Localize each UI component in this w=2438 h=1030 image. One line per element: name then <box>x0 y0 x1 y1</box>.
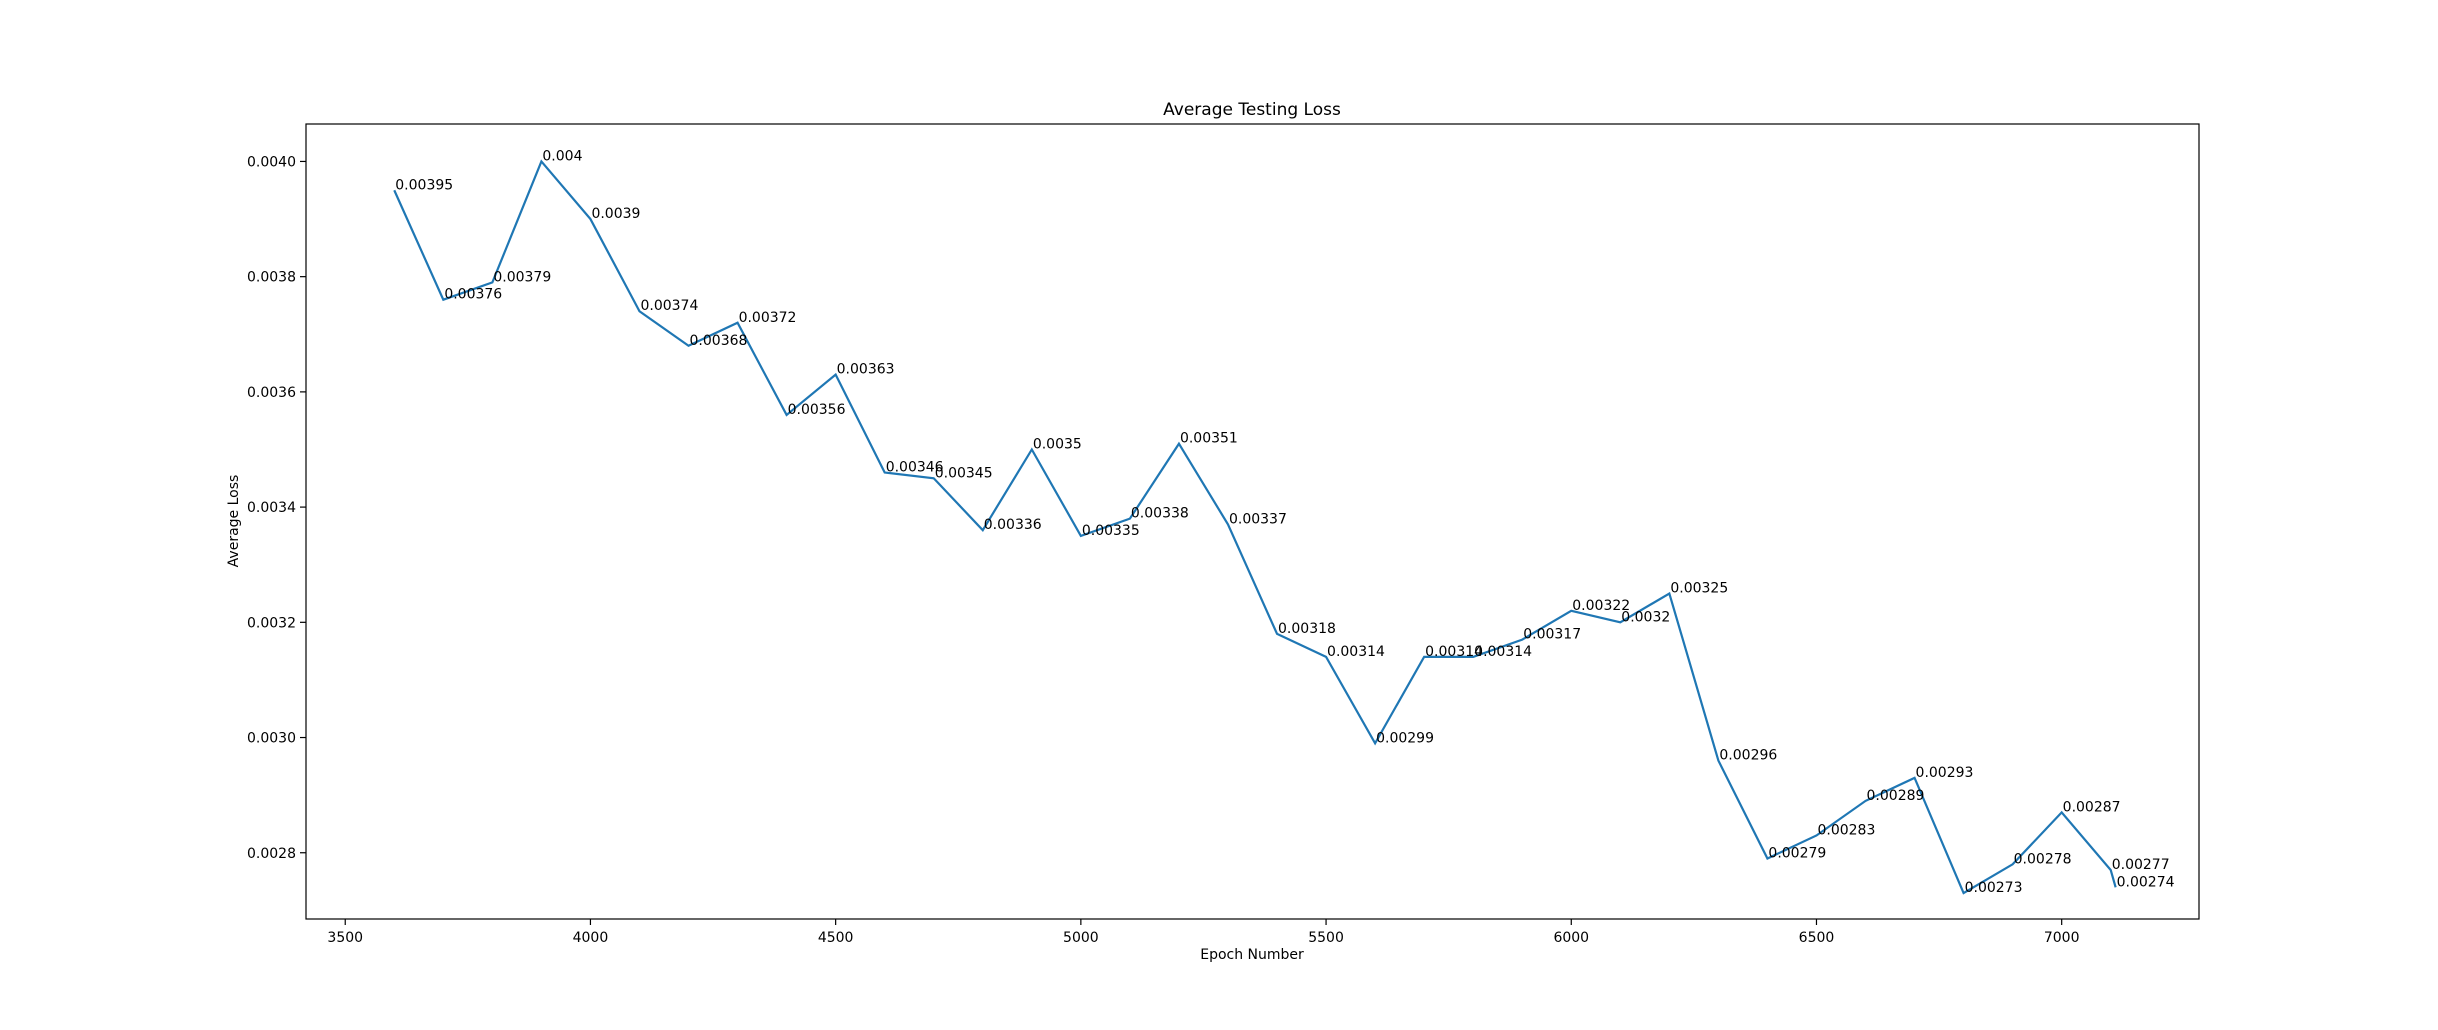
data-label: 0.00287 <box>2063 799 2121 815</box>
data-label: 0.004 <box>542 148 582 164</box>
x-tick-label: 4000 <box>573 930 609 946</box>
data-label: 0.00289 <box>1867 788 1925 804</box>
x-tick-label: 4500 <box>818 930 854 946</box>
x-tick-label: 6500 <box>1799 930 1835 946</box>
data-label: 0.00296 <box>1719 748 1777 764</box>
data-label: 0.00283 <box>1817 822 1875 838</box>
data-label: 0.0039 <box>591 206 640 222</box>
y-tick-label: 0.0028 <box>247 846 296 862</box>
x-tick-label: 3500 <box>327 930 363 946</box>
data-label: 0.00345 <box>935 465 993 481</box>
data-label: 0.00279 <box>1768 846 1826 862</box>
data-label: 0.00317 <box>1523 627 1581 643</box>
data-label: 0.0035 <box>1033 436 1082 452</box>
data-label: 0.00372 <box>739 310 797 326</box>
data-label: 0.00363 <box>837 362 895 378</box>
x-axis: 3500 4000 4500 5000 5500 6000 6500 7000 <box>327 919 2080 946</box>
data-label: 0.00351 <box>1180 431 1238 447</box>
data-label: 0.00337 <box>1229 511 1287 527</box>
data-label: 0.00322 <box>1572 598 1630 614</box>
data-label: 0.00318 <box>1278 621 1336 637</box>
data-label: 0.00314 <box>1474 644 1532 660</box>
x-tick-label: 7000 <box>2044 930 2080 946</box>
y-tick-label: 0.0040 <box>247 154 296 170</box>
data-label: 0.00335 <box>1082 523 1140 539</box>
data-label: 0.00368 <box>690 333 748 349</box>
y-tick-label: 0.0030 <box>247 731 296 747</box>
x-tick-label: 6000 <box>1553 930 1589 946</box>
data-label: 0.00293 <box>1916 765 1974 781</box>
data-label: 0.00314 <box>1425 644 1483 660</box>
y-tick-label: 0.0032 <box>247 615 296 631</box>
data-label: 0.0032 <box>1621 609 1670 625</box>
data-label: 0.00277 <box>2112 857 2170 873</box>
y-axis: 0.0028 0.0030 0.0032 0.0034 0.0036 0.0038 0.00… <box>247 154 306 862</box>
x-axis-label: Epoch Number <box>1200 947 1304 963</box>
data-label: 0.00336 <box>984 517 1042 533</box>
data-label: 0.00395 <box>395 177 453 193</box>
data-label: 0.00376 <box>444 287 502 303</box>
chart-title: Average Testing Loss <box>1163 100 1341 120</box>
y-tick-label: 0.0038 <box>247 270 296 286</box>
data-label: 0.00346 <box>886 460 944 476</box>
data-label: 0.00374 <box>640 298 698 314</box>
plot-frame <box>305 123 2200 920</box>
data-label: 0.00274 <box>2117 874 2175 890</box>
data-label: 0.00278 <box>2014 851 2072 867</box>
y-tick-label: 0.0034 <box>247 500 296 516</box>
data-label: 0.00356 <box>788 402 846 418</box>
data-label: 0.00273 <box>1965 880 2023 896</box>
data-label: 0.00299 <box>1376 730 1434 746</box>
series-line <box>393 159 2117 895</box>
y-axis-label: Average Loss <box>226 475 242 568</box>
x-tick-label: 5500 <box>1308 930 1344 946</box>
x-tick-label: 5000 <box>1063 930 1099 946</box>
y-tick-label: 0.0036 <box>247 385 296 401</box>
data-label: 0.00325 <box>1670 581 1728 597</box>
data-label: 0.00314 <box>1327 644 1385 660</box>
data-label: 0.00338 <box>1131 506 1189 522</box>
data-labels: 0.00395 0.00376 0.00379 0.004 0.0039 0.00374 0… <box>395 148 2174 896</box>
data-label: 0.00379 <box>493 269 551 285</box>
